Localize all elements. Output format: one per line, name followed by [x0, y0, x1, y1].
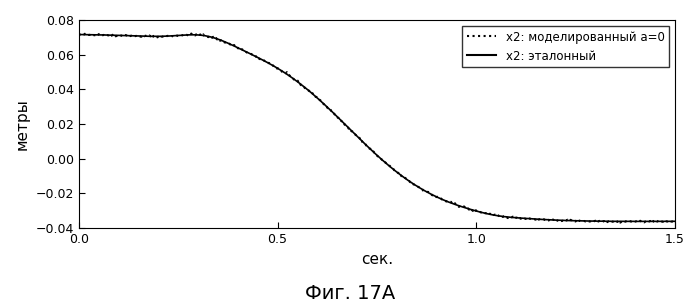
Text: Фиг. 17А: Фиг. 17А	[305, 284, 395, 303]
Legend: x2: моделированный а=0, x2: эталонный: x2: моделированный а=0, x2: эталонный	[462, 26, 669, 67]
Y-axis label: метры: метры	[15, 98, 30, 150]
X-axis label: сек.: сек.	[361, 252, 393, 267]
